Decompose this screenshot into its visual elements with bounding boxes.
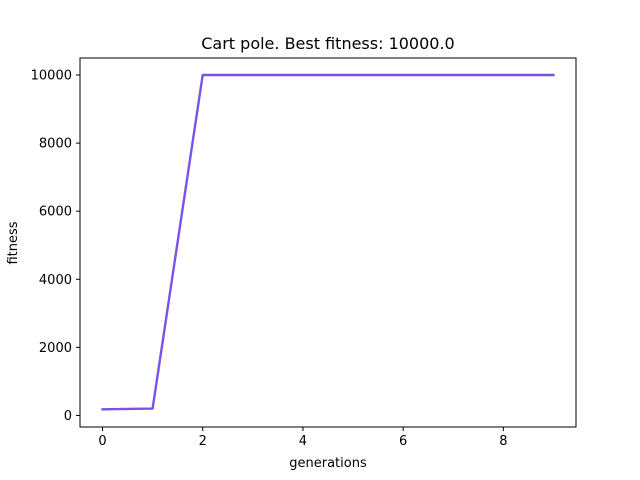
y-tick-label: 4000 xyxy=(39,273,72,288)
x-tick-label: 4 xyxy=(299,434,307,449)
plot-area xyxy=(79,57,577,428)
y-tick-label: 0 xyxy=(64,409,72,424)
x-tick-label: 0 xyxy=(98,434,106,449)
y-tick-label: 2000 xyxy=(39,341,72,356)
x-tick-label: 6 xyxy=(399,434,407,449)
series-line-0 xyxy=(101,73,555,411)
y-tick-label: 10000 xyxy=(31,69,72,84)
plot-frame xyxy=(79,57,577,428)
y-tick-label: 8000 xyxy=(39,137,72,152)
x-tick-label: 2 xyxy=(199,434,207,449)
y-axis-label: fitness xyxy=(6,221,21,264)
x-axis: 0 2 4 6 8 xyxy=(98,427,507,449)
chart-title: Cart pole. Best fitness: 10000.0 xyxy=(201,34,454,53)
y-axis: 0 2000 4000 6000 8000 10000 xyxy=(31,69,80,424)
x-tick-label: 8 xyxy=(499,434,507,449)
y-tick-label: 6000 xyxy=(39,205,72,220)
x-axis-label: generations xyxy=(289,456,367,471)
